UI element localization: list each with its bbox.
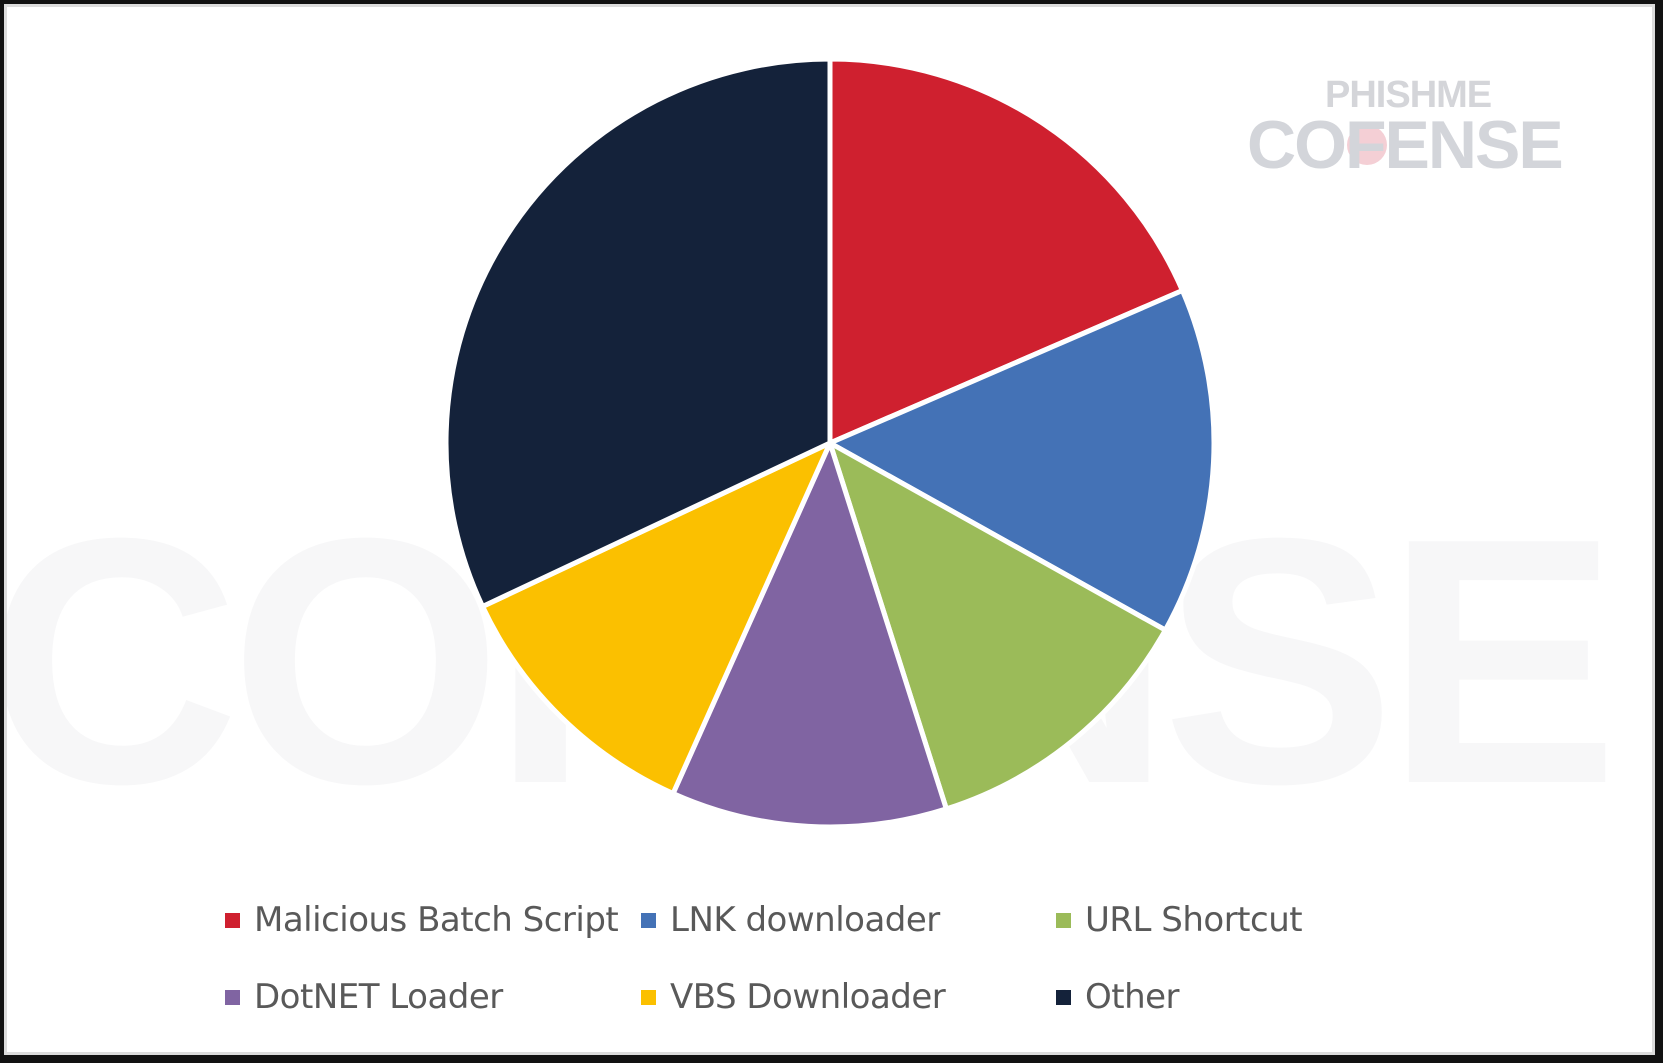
legend-item-url-shortcut[interactable]: URL Shortcut [1056,900,1303,940]
legend-swatch-icon [225,989,240,1005]
legend-item-other[interactable]: Other [1056,977,1180,1017]
legend-swatch-icon [641,912,656,928]
legend-label: DotNET Loader [254,977,503,1017]
logo-cofense-text: COFENSE [1247,107,1562,175]
legend-item-vbs-downloader[interactable]: VBS Downloader [641,977,946,1017]
pie-slice-vbs-downloader[interactable] [480,440,833,796]
legend-label: Malicious Batch Script [254,900,619,940]
logo-dot-icon [1347,125,1387,165]
legend-label: VBS Downloader [670,977,946,1017]
legend-label: LNK downloader [670,900,940,940]
legend-swatch-icon [225,912,240,928]
legend-swatch-icon [641,989,656,1005]
pie-slice-lnk-downloader[interactable] [827,287,1217,633]
chart-legend: Malicious Batch Script LNK downloader UR… [7,7,1652,1052]
cofense-logo: PHISHME COFENSE [1247,74,1564,175]
legend-swatch-icon [1056,989,1071,1005]
legend-item-malicious-batch-script[interactable]: Malicious Batch Script [225,900,619,940]
logo-phishme-text: PHISHME [1325,74,1491,116]
legend-item-dotnet-loader[interactable]: DotNET Loader [225,977,503,1017]
chart-canvas: COFENSE PHISHME COFENSE Malicious Batch … [7,7,1652,1052]
legend-label: Other [1085,977,1180,1017]
legend-label: URL Shortcut [1085,900,1303,940]
chart-frame: COFENSE PHISHME COFENSE Malicious Batch … [4,4,1655,1055]
pie-slice-other[interactable] [443,56,833,609]
legend-swatch-icon [1056,912,1071,928]
pie-slice-dotnet-loader[interactable] [670,440,949,830]
pie-slice-malicious-batch-script[interactable] [827,56,1185,446]
pie-slice-url-shortcut[interactable] [827,440,1168,812]
pie-chart [443,56,1217,830]
legend-item-lnk-downloader[interactable]: LNK downloader [641,900,940,940]
